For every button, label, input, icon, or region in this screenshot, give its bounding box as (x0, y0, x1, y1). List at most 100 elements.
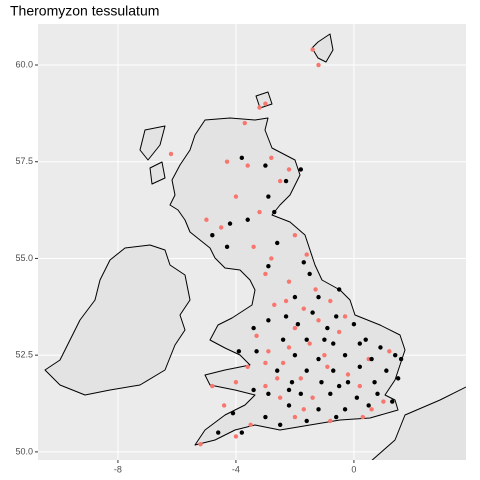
point (263, 101, 268, 106)
point (286, 387, 292, 393)
point (239, 430, 245, 435)
point (216, 430, 221, 435)
point (233, 434, 239, 439)
point (325, 364, 330, 369)
point (316, 318, 321, 323)
point (301, 407, 306, 412)
point (298, 391, 304, 397)
point (269, 256, 274, 261)
point (307, 341, 312, 346)
point (280, 337, 286, 342)
point (322, 352, 327, 358)
ireland (44, 244, 191, 396)
x-tick-label: -4 (232, 464, 240, 474)
map (44, 33, 466, 460)
point (334, 414, 339, 420)
point (272, 302, 277, 308)
point (334, 314, 339, 319)
point (292, 294, 298, 300)
point (275, 376, 280, 381)
point (369, 356, 374, 362)
point (354, 395, 360, 400)
point (210, 383, 215, 389)
point (304, 368, 309, 373)
x-tick-label: 0 (351, 464, 356, 474)
point (224, 244, 230, 250)
point (266, 263, 271, 269)
point (328, 418, 333, 424)
point (245, 163, 250, 168)
point (381, 399, 386, 404)
point (242, 120, 247, 126)
x-tick-label: -8 (114, 464, 122, 474)
point (280, 360, 286, 366)
point (378, 345, 383, 350)
point (254, 349, 259, 354)
point (289, 380, 295, 385)
y-tick-label: 57.5 (15, 156, 33, 166)
y-tick-label: 50.0 (15, 446, 33, 456)
point (342, 352, 348, 358)
point (395, 376, 401, 381)
point (283, 298, 289, 304)
point (233, 380, 239, 385)
point (336, 383, 342, 389)
point (269, 155, 274, 161)
point (375, 391, 380, 397)
point (357, 364, 363, 369)
point (198, 441, 203, 447)
point (384, 368, 389, 373)
point (257, 105, 262, 110)
point (319, 380, 324, 385)
point (316, 407, 321, 412)
point (248, 422, 253, 427)
point (263, 383, 268, 389)
point (357, 341, 363, 346)
point (310, 310, 315, 315)
point (251, 325, 256, 331)
point (316, 356, 321, 362)
point (224, 159, 230, 164)
point (168, 151, 174, 157)
point (286, 167, 292, 172)
point (210, 233, 215, 238)
point (204, 217, 209, 222)
point (336, 329, 342, 335)
point (275, 368, 280, 373)
point (218, 225, 224, 230)
point (390, 399, 395, 404)
france (371, 386, 466, 460)
point (325, 325, 330, 331)
point (369, 407, 374, 412)
point (236, 349, 242, 354)
point (301, 260, 306, 265)
point (316, 294, 321, 300)
point (304, 337, 309, 342)
point (263, 271, 268, 277)
point (233, 194, 239, 199)
point (322, 337, 327, 342)
points (168, 47, 404, 447)
point (254, 333, 259, 339)
point (336, 287, 342, 292)
point (307, 271, 312, 277)
point (342, 407, 348, 412)
y-tick-label: 52.5 (15, 350, 33, 360)
point (230, 410, 236, 416)
point (316, 62, 321, 68)
point (272, 209, 277, 215)
point (331, 341, 336, 346)
point (310, 47, 315, 52)
point (239, 155, 245, 161)
point (263, 414, 268, 420)
point (251, 387, 256, 393)
point (266, 391, 271, 397)
point (245, 364, 250, 369)
point (292, 414, 298, 420)
point (292, 233, 298, 238)
orkney (255, 91, 273, 109)
point (266, 349, 271, 354)
point (277, 178, 283, 184)
point (257, 209, 262, 215)
point (363, 337, 368, 342)
